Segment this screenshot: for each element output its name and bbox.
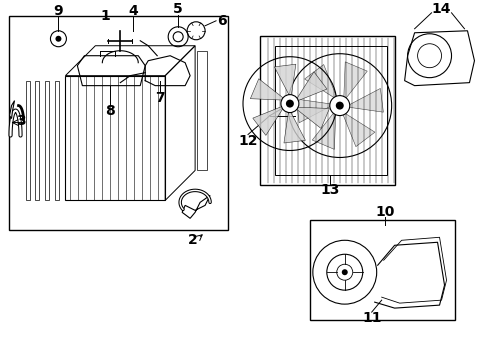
Bar (275, 46, 387, 175)
Text: 6: 6 (217, 14, 227, 28)
Circle shape (330, 96, 350, 116)
Text: 9: 9 (53, 4, 63, 18)
Polygon shape (296, 99, 334, 123)
Bar (310, 220, 455, 320)
Polygon shape (182, 195, 210, 218)
Polygon shape (284, 108, 305, 143)
Polygon shape (294, 107, 329, 129)
Bar (25, 81, 29, 201)
Circle shape (342, 269, 348, 275)
Circle shape (55, 36, 61, 42)
Text: 11: 11 (362, 311, 381, 325)
Polygon shape (294, 72, 327, 102)
Polygon shape (305, 64, 338, 100)
Polygon shape (342, 111, 375, 147)
Circle shape (281, 95, 299, 113)
Polygon shape (312, 110, 336, 149)
Polygon shape (9, 100, 15, 118)
Text: 7: 7 (155, 91, 165, 105)
Polygon shape (344, 62, 368, 101)
Circle shape (286, 100, 294, 108)
Text: 14: 14 (432, 2, 451, 16)
Polygon shape (274, 64, 296, 99)
Text: 4: 4 (128, 4, 138, 18)
Bar (260, 36, 394, 185)
Polygon shape (405, 31, 474, 86)
Text: 8: 8 (105, 104, 115, 118)
Text: 13: 13 (320, 183, 340, 197)
Text: 12: 12 (238, 134, 258, 148)
Text: 3: 3 (16, 113, 25, 127)
Bar (35, 81, 40, 201)
Polygon shape (250, 79, 286, 100)
Bar (8, 16, 228, 230)
Text: 1: 1 (100, 9, 110, 23)
Polygon shape (253, 105, 285, 135)
Text: 10: 10 (375, 205, 394, 219)
Circle shape (336, 102, 344, 109)
Polygon shape (345, 89, 383, 112)
Bar (55, 81, 59, 201)
Text: 2: 2 (188, 233, 198, 247)
Text: 5: 5 (173, 2, 183, 16)
Bar (197, 51, 207, 170)
Bar (46, 81, 49, 201)
